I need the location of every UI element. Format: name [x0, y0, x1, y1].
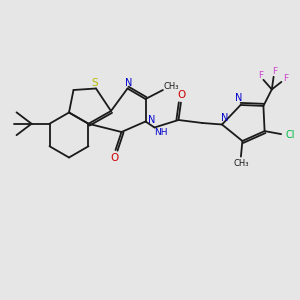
Text: N: N: [235, 93, 242, 103]
Text: N: N: [221, 113, 228, 123]
Text: N: N: [125, 77, 133, 88]
Text: F: F: [272, 67, 277, 76]
Text: N: N: [148, 115, 155, 125]
Text: S: S: [91, 78, 98, 88]
Text: Cl: Cl: [285, 130, 295, 140]
Text: CH₃: CH₃: [163, 82, 179, 91]
Text: O: O: [111, 153, 119, 164]
Text: NH: NH: [154, 128, 168, 137]
Text: F: F: [283, 74, 288, 83]
Text: O: O: [177, 90, 186, 100]
Text: F: F: [258, 71, 263, 80]
Text: CH₃: CH₃: [233, 159, 249, 168]
